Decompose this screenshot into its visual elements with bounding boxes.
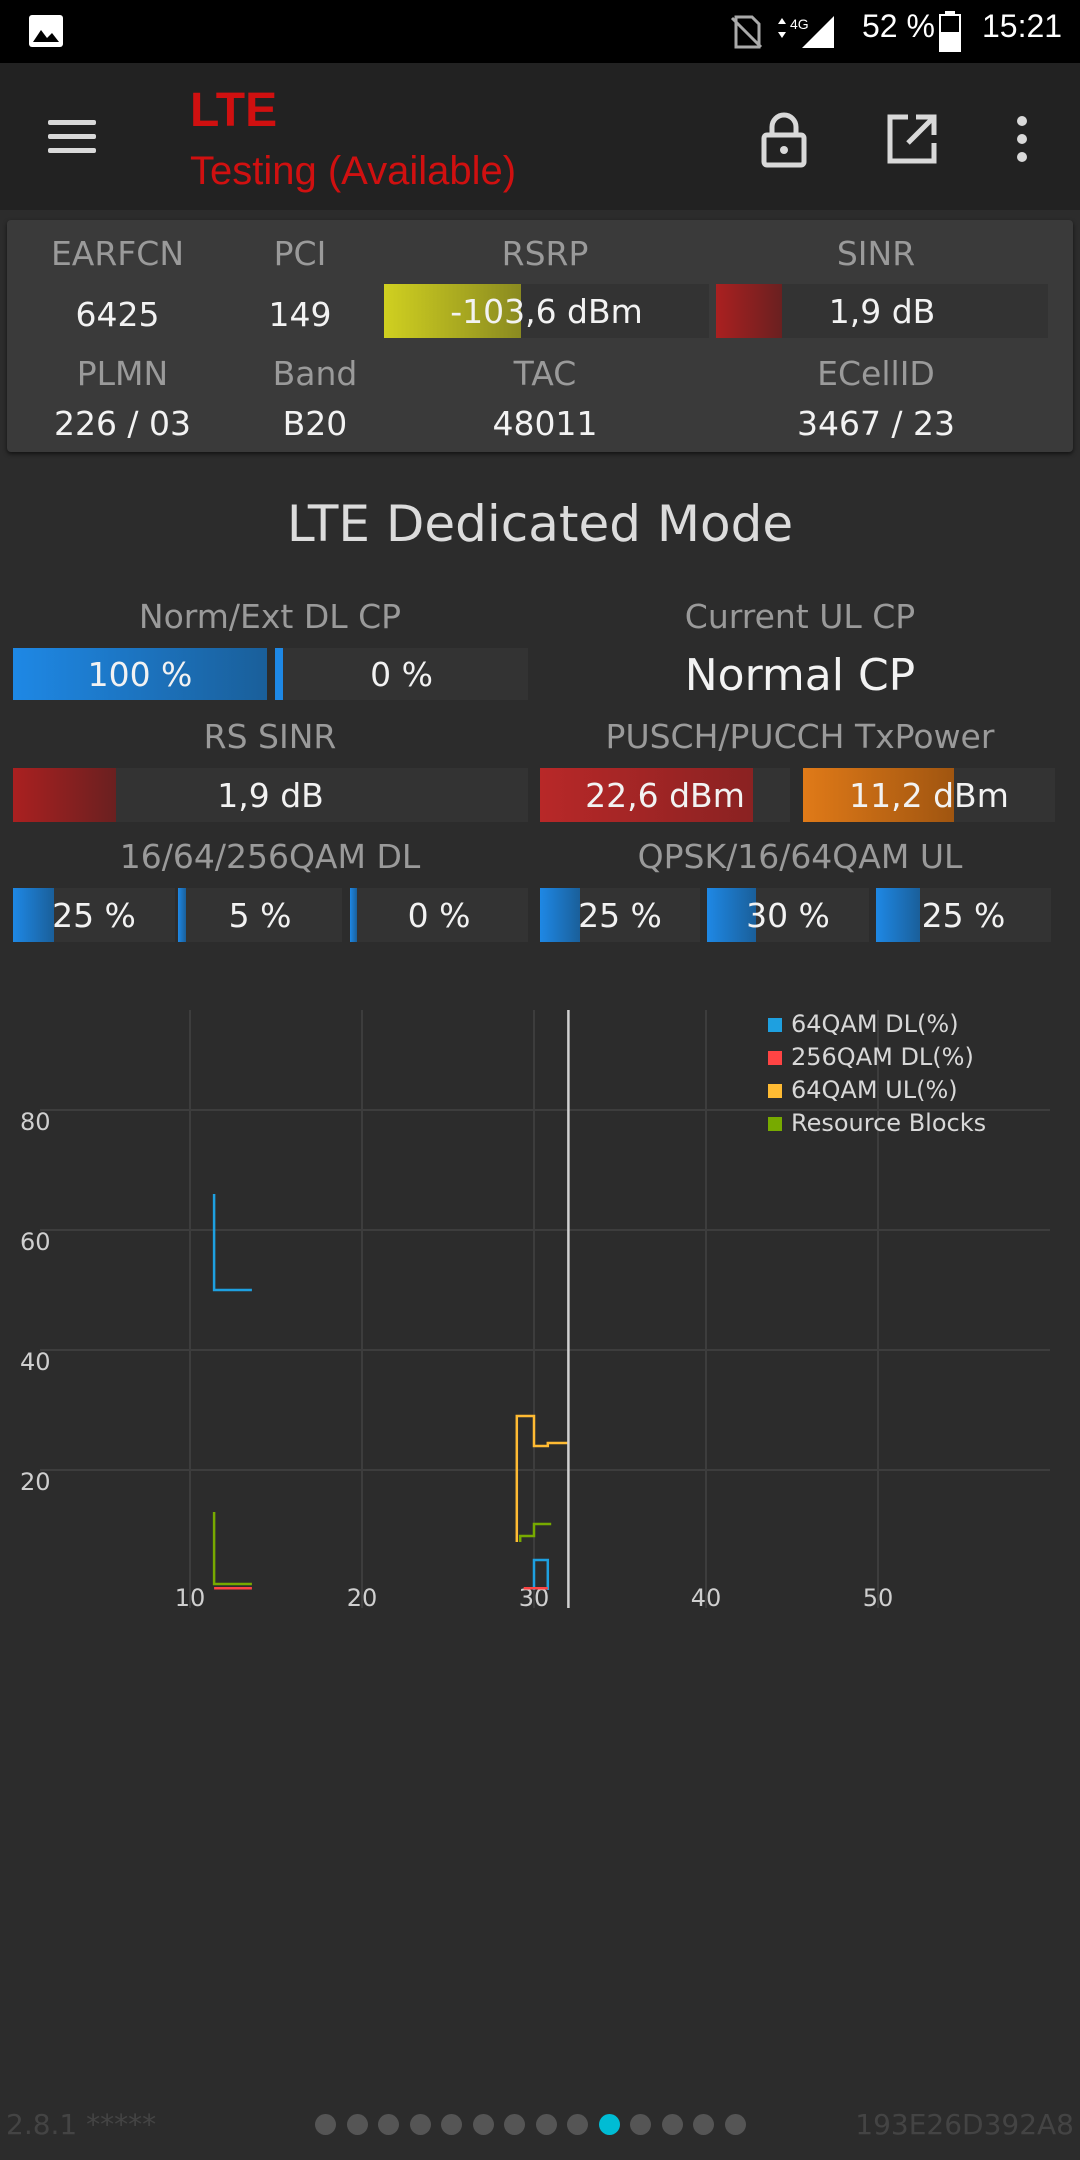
current-ul-label: Current UL CP [540,597,1060,636]
more-options-icon[interactable] [990,107,1054,171]
menu-icon[interactable] [40,108,100,164]
rsrp-label: RSRP [385,234,705,273]
pci-value: 149 [220,295,380,334]
y-tick-label: 80 [20,1108,51,1136]
legend-swatch [768,1084,782,1098]
lock-icon[interactable] [752,107,816,171]
band-label: Band [235,354,395,393]
series-line [520,1524,551,1542]
clock: 15:21 [982,8,1062,45]
sinr-value: 1,9 dB [716,284,1048,338]
page-dot[interactable] [725,2114,746,2135]
legend-swatch [768,1117,782,1131]
app-subtitle: Testing (Available) [190,149,516,194]
qam-ul-bar-3: 25 % [876,888,1051,942]
page-dot[interactable] [315,2114,336,2135]
page-dot[interactable] [441,2114,462,2135]
page-dot[interactable] [599,2114,620,2135]
device-id-text: 193E26D392A8 [855,2108,1074,2141]
qam-ul-label: QPSK/16/64QAM UL [540,837,1060,876]
battery-percent: 52 % [862,8,935,45]
norm-ext-label: Norm/Ext DL CP [10,597,530,636]
page-dot[interactable] [693,2114,714,2135]
qam-dl-label: 16/64/256QAM DL [10,837,530,876]
status-bar: 4G 52 % 15:21 [0,0,1080,63]
x-tick-label: 20 [347,1584,378,1612]
legend-label: Resource Blocks [791,1109,986,1137]
page-dot[interactable] [473,2114,494,2135]
qam-dl-bar-2: 5 % [178,888,342,942]
open-external-icon[interactable] [880,107,944,171]
qam-dl-bar-1: 25 % [13,888,175,942]
pusch-value: 22,6 dBm [540,768,790,822]
legend-label: 64QAM DL(%) [791,1010,959,1038]
tac-label: TAC [385,354,705,393]
rs-sinr-bar: 1,9 dB [13,768,528,822]
x-tick-label: 50 [863,1584,894,1612]
tx-power-label: PUSCH/PUCCH TxPower [540,717,1060,756]
pusch-bar: 22,6 dBm [540,768,790,822]
page-dot[interactable] [504,2114,525,2135]
pucch-bar: 11,2 dBm [803,768,1055,822]
battery-icon [938,10,962,52]
qam-ul-bar-1: 25 % [540,888,700,942]
signal-icon: 4G [776,14,836,50]
sinr-label: SINR [716,234,1036,273]
series-line [214,1512,252,1584]
band-value: B20 [235,404,395,443]
qam-dl-value-3: 0 % [350,888,528,942]
version-text: 2.8.1 ***** [6,2108,156,2141]
legend-swatch [768,1051,782,1065]
y-tick-label: 40 [20,1348,51,1376]
ext-cp-bar: 0 % [275,648,528,700]
tac-value: 48011 [385,404,705,443]
page-dot[interactable] [536,2114,557,2135]
rs-sinr-value: 1,9 dB [13,768,528,822]
rsrp-bar: -103,6 dBm [384,284,709,338]
earfcn-value: 6425 [30,295,205,334]
section-title: LTE Dedicated Mode [0,495,1080,553]
qam-dl-value-2: 5 % [178,888,342,942]
qam-ul-value-1: 25 % [540,888,700,942]
y-tick-label: 20 [20,1468,51,1496]
page-dot[interactable] [347,2114,368,2135]
page-dot[interactable] [630,2114,651,2135]
qam-ul-value-3: 25 % [876,888,1051,942]
norm-cp-bar: 100 % [13,648,267,700]
app-title: LTE [190,83,277,138]
plmn-label: PLMN [30,354,215,393]
rsrp-value: -103,6 dBm [384,284,709,338]
ecellid-label: ECellID [716,354,1036,393]
svg-text:4G: 4G [790,16,809,32]
y-tick-label: 60 [20,1228,51,1256]
pucch-value: 11,2 dBm [803,768,1055,822]
plmn-value: 226 / 03 [30,404,215,443]
series-line [214,1194,252,1290]
x-tick-label: 40 [691,1584,722,1612]
page-dot[interactable] [662,2114,683,2135]
earfcn-label: EARFCN [30,234,205,273]
current-ul-value: Normal CP [540,650,1060,701]
legend-label: 64QAM UL(%) [791,1076,958,1104]
qam-dl-value-1: 25 % [13,888,175,942]
image-notification-icon [28,14,64,48]
page-dot[interactable] [410,2114,431,2135]
ecellid-value: 3467 / 23 [716,404,1036,443]
qam-ul-bar-2: 30 % [707,888,869,942]
no-sim-icon [728,14,764,50]
qam-dl-bar-3: 0 % [350,888,528,942]
qam-ul-value-2: 30 % [707,888,869,942]
rs-sinr-label: RS SINR [10,717,530,756]
ext-cp-value: 0 % [275,648,528,700]
page-dot[interactable] [378,2114,399,2135]
legend-label: 256QAM DL(%) [791,1043,974,1071]
pci-label: PCI [220,234,380,273]
norm-cp-value: 100 % [13,648,267,700]
sinr-bar: 1,9 dB [716,284,1048,338]
x-tick-label: 10 [175,1584,206,1612]
app-bar: LTE Testing (Available) [0,63,1080,210]
page-dot[interactable] [567,2114,588,2135]
legend-swatch [768,1018,782,1032]
